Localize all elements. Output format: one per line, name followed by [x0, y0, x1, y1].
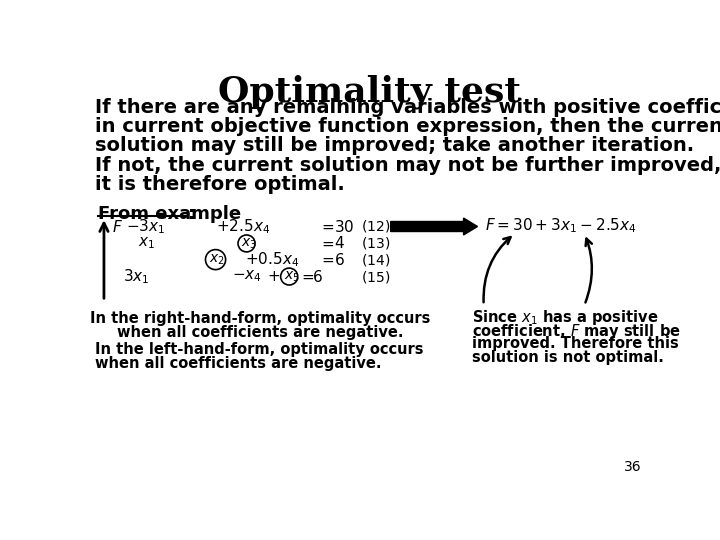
Text: $(15)$: $(15)$ [361, 268, 390, 285]
Text: $F$: $F$ [112, 219, 122, 234]
Text: $+$: $+$ [267, 269, 281, 284]
Text: 36: 36 [624, 461, 642, 475]
Text: $=$: $=$ [319, 219, 335, 233]
Text: improved. Therefore this: improved. Therefore this [472, 336, 679, 351]
Text: $=$: $=$ [319, 237, 335, 251]
Text: it is therefore optimal.: it is therefore optimal. [96, 175, 345, 194]
Text: $(12)$: $(12)$ [361, 219, 390, 234]
Text: $x_5$: $x_5$ [284, 269, 300, 284]
Text: If there are any remaining variables with positive coefficients: If there are any remaining variables wit… [96, 98, 720, 117]
Text: $-3x_1$: $-3x_1$ [127, 217, 166, 236]
Text: $x_2$: $x_2$ [210, 252, 225, 267]
Text: $+2.5x_4$: $+2.5x_4$ [216, 217, 271, 236]
Text: when all coefficients are negative.: when all coefficients are negative. [96, 356, 382, 371]
Text: $(13)$: $(13)$ [361, 235, 390, 252]
Text: coefficient, $F$ may still be: coefficient, $F$ may still be [472, 322, 681, 341]
Text: From example: From example [98, 205, 241, 223]
Text: $+0.5x_4$: $+0.5x_4$ [245, 250, 300, 269]
Text: $6$: $6$ [312, 268, 323, 285]
Text: $-x_4$: $-x_4$ [232, 269, 262, 285]
Text: Since $x_1$ has a positive: Since $x_1$ has a positive [472, 308, 659, 327]
Text: $x_3$: $x_3$ [241, 236, 257, 251]
Text: solution may still be improved; take another iteration.: solution may still be improved; take ano… [96, 137, 695, 156]
Text: $x_1$: $x_1$ [138, 235, 156, 251]
Text: In the right-hand-form, optimality occurs: In the right-hand-form, optimality occur… [90, 311, 431, 326]
Text: $6$: $6$ [334, 252, 345, 268]
Text: solution is not optimal.: solution is not optimal. [472, 350, 664, 364]
Text: $4$: $4$ [334, 235, 345, 252]
Text: in current objective function expression, then the current: in current objective function expression… [96, 117, 720, 136]
Text: $=$: $=$ [300, 269, 315, 284]
Text: $3x_1$: $3x_1$ [122, 267, 149, 286]
Text: In the left-hand-form, optimality occurs: In the left-hand-form, optimality occurs [96, 342, 424, 357]
Text: $F = 30 + 3x_1 - 2.5x_4$: $F = 30 + 3x_1 - 2.5x_4$ [485, 217, 637, 235]
Text: when all coefficients are negative.: when all coefficients are negative. [117, 325, 404, 340]
FancyArrow shape [391, 218, 477, 235]
Text: $(14)$: $(14)$ [361, 252, 390, 268]
Text: Optimality test: Optimality test [217, 75, 521, 109]
Text: $30$: $30$ [334, 219, 354, 234]
Text: $=$: $=$ [319, 253, 335, 267]
Text: If not, the current solution may not be further improved, and: If not, the current solution may not be … [96, 156, 720, 174]
Text: :: : [189, 205, 196, 223]
